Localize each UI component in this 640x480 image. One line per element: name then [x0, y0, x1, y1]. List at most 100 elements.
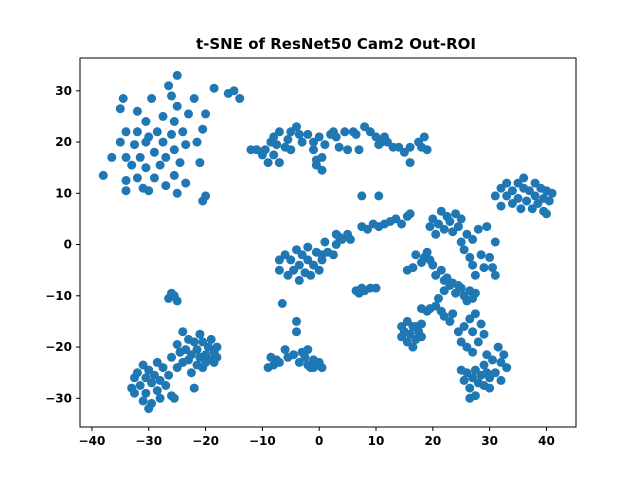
data-point [459, 375, 469, 385]
y-tick-label: 30 [55, 84, 72, 98]
data-point [490, 270, 500, 280]
data-point [371, 283, 381, 293]
data-point [434, 293, 443, 303]
data-point [328, 250, 338, 260]
data-point [470, 309, 480, 319]
y-tick-label: 20 [55, 135, 72, 149]
data-point [453, 327, 463, 337]
data-point [127, 160, 137, 170]
data-point [195, 329, 205, 339]
data-point [147, 398, 157, 408]
data-point [132, 127, 142, 137]
data-point [167, 91, 176, 101]
data-point [144, 186, 154, 196]
data-point [522, 196, 532, 206]
data-point [405, 329, 415, 339]
data-point [456, 283, 466, 293]
data-point [201, 109, 211, 119]
data-point [147, 94, 157, 103]
data-point [485, 383, 495, 393]
data-point [317, 165, 327, 175]
data-point [309, 137, 318, 147]
data-point [132, 173, 142, 183]
data-point [374, 191, 384, 201]
data-point [314, 265, 324, 275]
data-point [502, 178, 512, 188]
data-point [320, 237, 330, 247]
data-point [468, 347, 478, 357]
data-point [300, 352, 310, 362]
data-point [141, 163, 151, 173]
data-point [181, 178, 191, 188]
data-point [547, 188, 557, 198]
data-point [468, 327, 478, 337]
data-point [431, 229, 441, 239]
data-point [314, 132, 324, 142]
data-point [357, 191, 367, 201]
data-point [306, 270, 316, 280]
data-point [198, 196, 208, 206]
data-point [141, 388, 151, 398]
data-point [303, 345, 313, 355]
data-point [209, 83, 219, 93]
data-point [161, 181, 171, 191]
data-point [294, 129, 304, 139]
data-point [519, 173, 529, 183]
x-tick-label: 40 [538, 434, 555, 448]
data-point [169, 170, 179, 180]
y-tick-label: −20 [45, 340, 72, 354]
data-point [496, 201, 506, 211]
data-point [292, 327, 301, 337]
data-point [397, 219, 407, 229]
data-point [130, 140, 139, 150]
data-point [149, 173, 159, 183]
data-point [488, 355, 497, 365]
data-point [456, 214, 466, 224]
data-point [363, 224, 372, 234]
data-point [542, 209, 551, 219]
data-point [172, 188, 182, 198]
data-point [345, 234, 355, 244]
chart-title: t-SNE of ResNet50 Cam2 Out-ROI [196, 35, 476, 53]
data-point [473, 224, 483, 234]
data-point [212, 352, 222, 362]
data-point [292, 122, 301, 132]
data-point [493, 342, 503, 352]
data-point [277, 299, 287, 308]
x-tick-label: 10 [368, 434, 385, 448]
plot-frame [79, 57, 577, 428]
data-point [286, 255, 296, 265]
data-point [260, 145, 270, 155]
data-point [169, 145, 179, 155]
data-point [186, 368, 196, 378]
data-point [408, 263, 418, 273]
data-point [155, 393, 165, 403]
data-point [408, 342, 418, 352]
data-point [152, 386, 162, 396]
data-point [144, 132, 154, 142]
data-point [178, 127, 188, 137]
y-tick-label: 0 [64, 238, 72, 252]
data-point [479, 329, 489, 339]
data-point [229, 86, 239, 96]
data-point [172, 70, 182, 80]
data-point [138, 396, 148, 406]
data-point [149, 370, 159, 380]
data-points [98, 70, 557, 414]
data-point [445, 316, 455, 326]
data-point [167, 352, 176, 362]
data-point [309, 145, 318, 155]
x-tick-label: −20 [192, 434, 219, 448]
data-point [161, 152, 171, 162]
data-point [524, 186, 534, 196]
data-point [161, 381, 171, 390]
data-point [434, 219, 443, 229]
data-point [309, 363, 318, 373]
data-point [189, 337, 199, 347]
data-point [490, 368, 500, 378]
data-point [436, 265, 446, 275]
data-point [496, 375, 506, 385]
data-point [465, 383, 475, 393]
data-point [274, 158, 284, 168]
data-point [468, 234, 478, 244]
